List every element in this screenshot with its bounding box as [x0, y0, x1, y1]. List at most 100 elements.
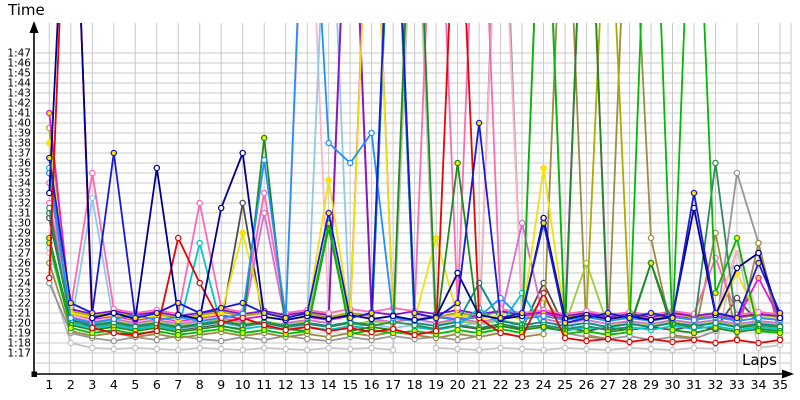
- data-point-dodgerblue: [260, 156, 268, 164]
- data-point-green: [67, 324, 75, 332]
- data-point-green: [174, 331, 182, 339]
- data-point-dodgerblue: [110, 315, 118, 323]
- x-tick-label: 12: [278, 377, 294, 392]
- y-tick-label: 1:23: [7, 288, 31, 300]
- data-point-navy: [411, 316, 418, 324]
- data-point-blue: [626, 314, 633, 322]
- x-tick-label: 27: [600, 377, 616, 392]
- data-point-navy: [110, 309, 118, 317]
- data-point-navy: [196, 315, 203, 323]
- data-point-red: [303, 323, 311, 331]
- data-point-blue: [475, 119, 483, 127]
- data-point-blue: [561, 319, 569, 327]
- y-tick-label: 1:20: [7, 318, 31, 330]
- data-point-hotpink: [325, 309, 332, 317]
- data-point-red: [626, 338, 633, 346]
- x-tick-label: 15: [342, 377, 358, 392]
- data-point-blue: [540, 219, 547, 227]
- data-point-dodgerblue: [540, 312, 547, 320]
- data-point-silver: [475, 346, 483, 354]
- data-point-silver: [239, 346, 246, 354]
- data-point-red: [432, 327, 440, 335]
- data-point-silver: [325, 344, 332, 352]
- data-point-dodgerblue: [690, 316, 698, 324]
- data-point-blue: [325, 209, 332, 217]
- data-point-red: [389, 325, 397, 333]
- data-point-navy: [368, 315, 375, 323]
- y-tick-label: 1:18: [7, 338, 31, 350]
- data-point-navy: [647, 316, 655, 324]
- data-point-gray: [153, 336, 161, 344]
- y-tick-label: 1:47: [7, 48, 31, 60]
- data-point-red: [239, 314, 246, 322]
- data-point-blue: [110, 149, 118, 157]
- data-point-silver: [583, 345, 590, 353]
- data-point-silver: [389, 346, 397, 354]
- data-point-seagreen: [690, 323, 698, 331]
- data-point-orchid: [260, 209, 268, 217]
- data-point-dodgerblue: [67, 314, 75, 322]
- data-point-red: [217, 319, 225, 327]
- x-tick-label: 31: [686, 377, 702, 392]
- x-tick-label: 1: [45, 377, 53, 392]
- data-point-dodgerblue: [325, 139, 332, 147]
- data-point-red: [153, 327, 161, 335]
- data-point-forestgreen: [647, 259, 655, 267]
- data-point-blue: [239, 299, 246, 307]
- data-point-blue: [282, 314, 289, 322]
- y-tick-label: 1:37: [7, 148, 31, 160]
- y-axis-title: Time: [8, 1, 45, 19]
- data-point-red: [260, 321, 268, 329]
- data-point-silver: [432, 344, 440, 352]
- data-point-silver: [67, 339, 75, 347]
- x-axis-title: Laps: [742, 351, 777, 369]
- data-point-red: [561, 334, 569, 342]
- data-point-forestgreen: [454, 159, 461, 167]
- x-tick-label: 3: [88, 377, 96, 392]
- data-point-silver: [368, 344, 375, 352]
- data-point-blue: [174, 299, 182, 307]
- data-point-silver: [561, 344, 569, 352]
- data-point-red: [174, 234, 182, 242]
- x-tick-label: 35: [772, 377, 788, 392]
- y-tick-label: 1:45: [7, 68, 31, 80]
- x-tick-label: 2: [67, 377, 75, 392]
- y-tick-label: 1:39: [7, 128, 31, 140]
- data-point-darkgray: [733, 294, 741, 302]
- x-tick-label: 4: [110, 377, 118, 392]
- data-point-red: [690, 336, 698, 344]
- data-point-blue: [583, 314, 590, 322]
- data-point-silver: [669, 346, 676, 354]
- data-point-seagreen: [46, 204, 53, 212]
- data-point-green: [755, 327, 762, 335]
- y-tick-label: 1:44: [7, 78, 31, 90]
- data-point-red: [647, 335, 655, 343]
- data-point-red: [518, 333, 526, 341]
- data-point-forestgreen: [540, 323, 547, 331]
- data-point-blue: [303, 309, 311, 317]
- data-point-blue: [89, 309, 96, 317]
- x-tick-label: 22: [493, 377, 509, 392]
- y-axis-arrow-icon: [29, 21, 39, 33]
- data-point-blue: [755, 259, 762, 267]
- data-point-dodgerblue: [454, 316, 461, 324]
- x-tick-label: 25: [557, 377, 573, 392]
- y-tick-label: 1:35: [7, 168, 31, 180]
- data-point-red: [110, 329, 118, 337]
- data-point-green: [475, 329, 483, 337]
- data-point-yellow: [540, 164, 547, 172]
- data-point-darkkhaki: [647, 234, 655, 242]
- data-point-navy: [733, 264, 741, 272]
- data-point-blue: [153, 309, 161, 317]
- data-point-darkgray: [239, 199, 246, 207]
- data-point-silver: [690, 344, 698, 352]
- data-point-blue: [132, 314, 139, 322]
- x-tick-label: 28: [622, 377, 638, 392]
- data-point-silver: [647, 345, 655, 353]
- data-point-red: [196, 279, 203, 287]
- data-point-red: [89, 324, 96, 332]
- y-tick-label: 1:30: [7, 218, 31, 230]
- data-point-green: [776, 329, 784, 337]
- data-point-navy: [46, 189, 53, 197]
- y-tick-label: 1:21: [7, 308, 31, 320]
